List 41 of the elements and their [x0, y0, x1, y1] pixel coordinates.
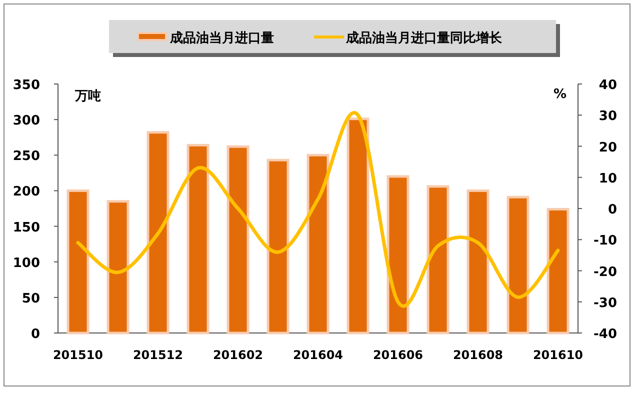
- bar: [466, 189, 490, 334]
- y2-tick-label: -30: [594, 296, 617, 311]
- y-tick-label: 250: [12, 149, 40, 164]
- bar: [146, 131, 170, 334]
- y-tick-label: 50: [22, 291, 40, 306]
- y2-tick-label: -20: [594, 264, 617, 280]
- bar: [266, 158, 290, 334]
- y-tick-label: 200: [12, 184, 40, 200]
- y-tick-label: 300: [12, 114, 40, 129]
- bar: [426, 185, 450, 334]
- y2-tick-label: 10: [598, 171, 617, 186]
- bar: [546, 208, 570, 334]
- bar: [106, 200, 130, 334]
- y2-axis-title: %: [553, 87, 567, 102]
- bar: [66, 189, 90, 334]
- bar: [386, 175, 410, 334]
- x-tick-label: 201510: [52, 348, 104, 362]
- y-tick-label: 0: [30, 327, 40, 342]
- y2-tick-label: -40: [594, 327, 617, 342]
- y-tick-label: 150: [12, 220, 40, 236]
- y2-tick-label: 0: [608, 202, 617, 218]
- bar: [506, 196, 530, 334]
- y-tick-label: 350: [12, 78, 40, 93]
- x-tick-label: 201606: [372, 348, 424, 362]
- bar: [186, 144, 210, 334]
- y2-tick-label: 20: [598, 140, 617, 156]
- y2-tick-label: 30: [598, 109, 617, 124]
- x-tick-label: 201608: [452, 348, 504, 362]
- x-tick-label: 201604: [292, 348, 344, 362]
- y-tick-label: 100: [12, 256, 40, 271]
- y-axis-title: 万吨: [74, 89, 101, 104]
- bar: [346, 118, 370, 334]
- legend-label: 成品油当月进口量: [169, 31, 274, 46]
- x-tick-label: 201512: [132, 348, 184, 362]
- x-tick-label: 201602: [212, 348, 264, 362]
- bar: [226, 145, 250, 334]
- legend-label: 成品油当月进口量同比增长: [345, 31, 503, 46]
- y2-tick-label: -10: [594, 234, 617, 249]
- y2-tick-label: 40: [598, 78, 617, 93]
- x-tick-label: 201610: [532, 348, 584, 362]
- bar: [306, 154, 330, 334]
